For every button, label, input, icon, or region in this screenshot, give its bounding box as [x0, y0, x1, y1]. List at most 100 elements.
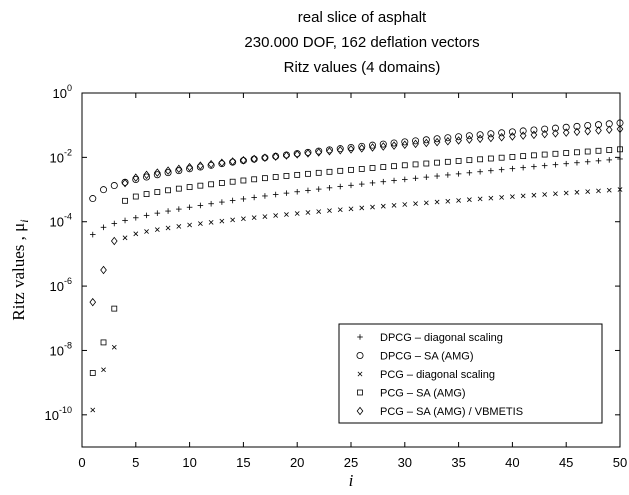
data-point: [476, 134, 484, 144]
data-point: [110, 182, 118, 190]
data-point: [337, 183, 344, 190]
legend-marker-square: [357, 389, 363, 396]
data-point: [261, 154, 269, 162]
data-point: [175, 164, 183, 174]
data-point: [595, 126, 602, 135]
data-point: [218, 158, 226, 168]
data-point: [89, 231, 96, 238]
data-point: [616, 124, 624, 134]
data-point: [175, 167, 183, 175]
data-point: [402, 176, 408, 183]
data-point: [186, 162, 193, 172]
x-tick-label: 40: [505, 455, 519, 470]
data-point: [175, 185, 182, 192]
data-point: [455, 158, 462, 164]
x-tick-label: 25: [344, 455, 358, 470]
data-point: [294, 211, 300, 216]
data-point: [208, 200, 214, 207]
data-point: [455, 136, 462, 145]
y-axis-label: Ritz values , μi: [9, 219, 31, 320]
data-point: [347, 143, 355, 151]
data-point: [541, 162, 548, 169]
data-point: [466, 157, 473, 164]
y-tick-label-base: 10: [50, 150, 64, 165]
data-point: [606, 157, 613, 163]
data-point: [434, 159, 440, 166]
data-point: [337, 167, 344, 174]
data-point: [186, 184, 193, 191]
data-point: [348, 182, 354, 189]
data-point: [262, 214, 268, 219]
data-point: [100, 186, 108, 194]
data-point: [327, 208, 332, 214]
data-point: [196, 163, 204, 171]
data-markers: [89, 119, 624, 413]
legend: DPCG – diagonal scaling DPCG – SA (AMG) PC…: [338, 323, 603, 424]
data-point: [433, 135, 441, 143]
data-point: [132, 193, 139, 200]
data-point: [584, 148, 591, 155]
data-point: [487, 130, 495, 138]
data-point: [573, 127, 581, 137]
data-point: [445, 198, 451, 204]
data-point: [284, 212, 289, 217]
data-point: [390, 141, 398, 150]
data-point: [605, 125, 613, 135]
y-tick-label-base: 10: [53, 86, 67, 101]
data-point: [316, 209, 322, 214]
data-point: [477, 196, 483, 202]
data-point: [240, 196, 247, 202]
x-tick-label: 20: [290, 455, 304, 470]
chart-title-line-3: Ritz values (4 domains): [284, 59, 441, 76]
data-point: [562, 123, 570, 131]
data-point: [369, 141, 377, 149]
x-tick-label: 30: [398, 455, 412, 470]
data-point: [230, 217, 236, 223]
data-point: [132, 175, 140, 183]
data-point: [100, 265, 107, 275]
data-point: [477, 168, 483, 175]
data-point: [154, 168, 161, 177]
x-tick-label: 10: [182, 455, 196, 470]
legend-label: PCG – diagonal scaling: [380, 369, 495, 381]
data-point: [101, 367, 106, 373]
data-point: [153, 171, 161, 179]
data-point: [261, 153, 269, 163]
data-point: [89, 195, 97, 203]
legend-label: DPCG – SA (AMG): [380, 351, 474, 363]
data-point: [326, 185, 333, 191]
data-point: [519, 127, 527, 135]
data-point: [326, 147, 333, 156]
x-tick-label: 0: [78, 455, 85, 470]
data-point: [542, 192, 548, 197]
data-point: [348, 166, 354, 173]
data-point: [111, 344, 117, 350]
y-tick-label-base: 10: [50, 215, 64, 230]
data-point: [358, 142, 366, 150]
data-point: [315, 169, 322, 176]
data-point: [498, 166, 505, 173]
data-point: [552, 150, 559, 157]
data-point: [466, 197, 472, 203]
data-point: [176, 206, 182, 212]
data-point: [584, 122, 592, 130]
data-point: [250, 155, 258, 163]
data-point: [596, 188, 601, 194]
data-point: [164, 166, 172, 175]
data-point: [444, 137, 452, 146]
data-point: [294, 188, 300, 195]
data-point: [89, 370, 96, 376]
data-point: [304, 149, 312, 158]
data-point: [541, 125, 549, 133]
data-point: [563, 190, 569, 196]
data-point: [273, 213, 279, 218]
data-point: [326, 168, 333, 175]
data-point: [89, 297, 97, 307]
data-point: [574, 189, 580, 195]
data-point: [552, 161, 559, 168]
data-point: [434, 173, 440, 179]
data-point: [520, 193, 526, 199]
data-point: [336, 145, 344, 153]
data-point: [562, 128, 570, 137]
series-diamond: [89, 124, 624, 307]
